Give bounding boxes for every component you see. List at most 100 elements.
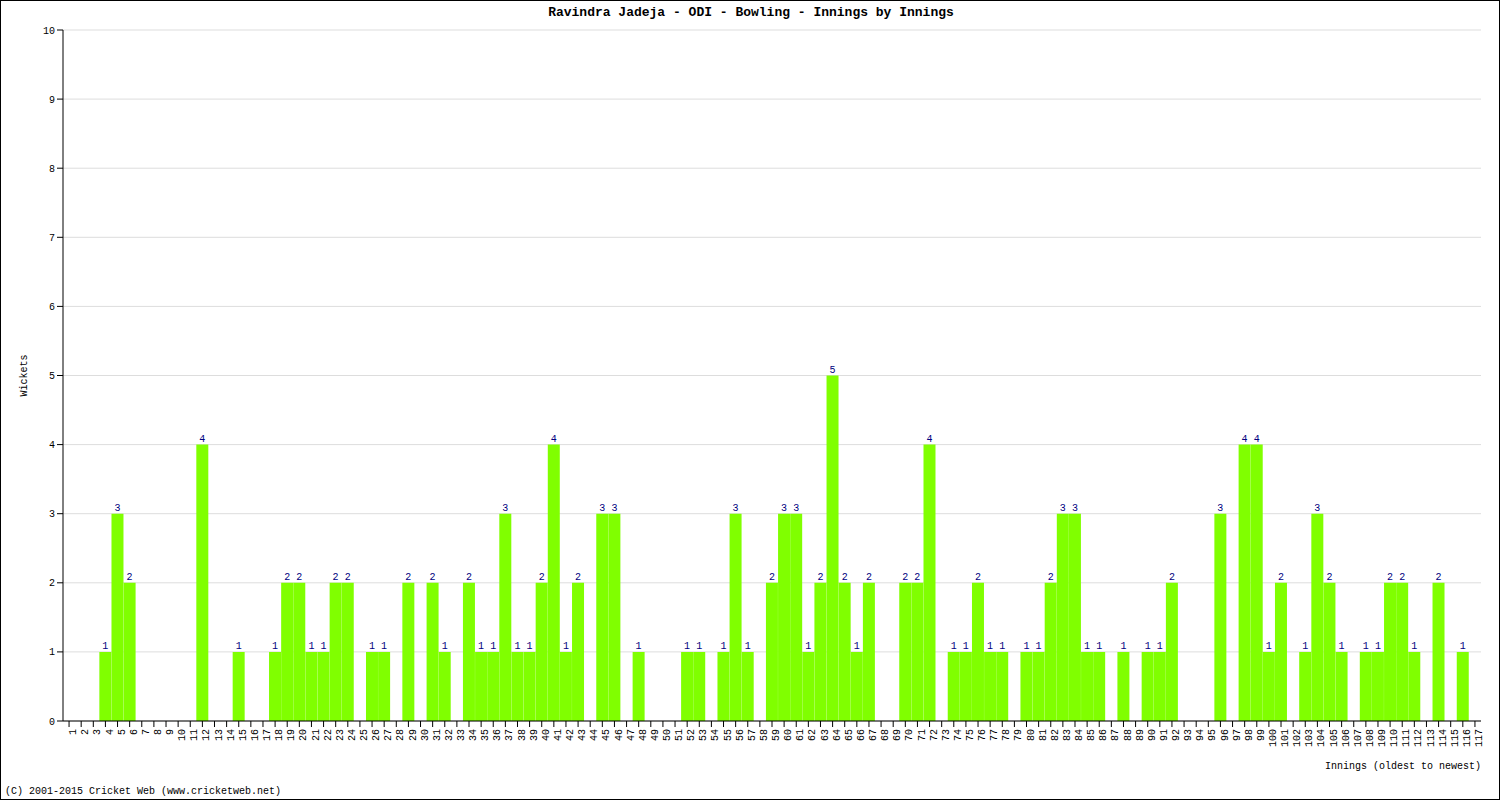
svg-text:70: 70 xyxy=(904,729,915,741)
svg-text:4: 4 xyxy=(105,729,116,735)
svg-text:114: 114 xyxy=(1438,729,1449,747)
svg-text:45: 45 xyxy=(601,729,612,741)
svg-text:15: 15 xyxy=(238,729,249,741)
svg-text:6: 6 xyxy=(129,729,140,735)
svg-text:1: 1 xyxy=(1096,641,1102,652)
svg-text:75: 75 xyxy=(965,729,976,741)
svg-text:104: 104 xyxy=(1316,729,1327,747)
svg-text:1: 1 xyxy=(563,641,569,652)
svg-text:1: 1 xyxy=(272,641,278,652)
svg-text:3: 3 xyxy=(1314,503,1320,514)
svg-text:1: 1 xyxy=(1157,641,1163,652)
svg-text:1: 1 xyxy=(1084,641,1090,652)
svg-text:19: 19 xyxy=(286,729,297,741)
svg-text:108: 108 xyxy=(1365,729,1376,747)
svg-text:115: 115 xyxy=(1450,729,1461,747)
svg-text:63: 63 xyxy=(820,729,831,741)
svg-text:7: 7 xyxy=(141,729,152,735)
svg-text:1: 1 xyxy=(1375,641,1381,652)
svg-text:80: 80 xyxy=(1026,729,1037,741)
svg-text:1: 1 xyxy=(1363,641,1369,652)
svg-text:107: 107 xyxy=(1353,729,1364,747)
svg-text:4: 4 xyxy=(926,434,932,445)
svg-text:71: 71 xyxy=(917,729,928,741)
svg-text:Wickets: Wickets xyxy=(19,354,30,396)
svg-text:0: 0 xyxy=(49,717,55,728)
svg-text:1: 1 xyxy=(745,641,751,652)
svg-text:42: 42 xyxy=(565,729,576,741)
svg-text:66: 66 xyxy=(856,729,867,741)
svg-text:2: 2 xyxy=(1169,572,1175,583)
svg-text:4: 4 xyxy=(1254,434,1260,445)
svg-text:76: 76 xyxy=(977,729,988,741)
svg-text:1: 1 xyxy=(963,641,969,652)
svg-text:29: 29 xyxy=(408,729,419,741)
svg-text:78: 78 xyxy=(1001,729,1012,741)
svg-text:109: 109 xyxy=(1377,729,1388,747)
svg-text:3: 3 xyxy=(793,503,799,514)
svg-text:86: 86 xyxy=(1098,729,1109,741)
svg-text:98: 98 xyxy=(1244,729,1255,741)
svg-text:4: 4 xyxy=(49,440,55,451)
svg-text:10: 10 xyxy=(177,729,188,741)
svg-text:25: 25 xyxy=(359,729,370,741)
svg-text:81: 81 xyxy=(1038,729,1049,741)
svg-text:39: 39 xyxy=(529,729,540,741)
svg-text:1: 1 xyxy=(68,729,79,735)
svg-text:2: 2 xyxy=(842,572,848,583)
svg-text:56: 56 xyxy=(735,729,746,741)
svg-text:8: 8 xyxy=(153,729,164,735)
svg-text:1: 1 xyxy=(636,641,642,652)
svg-text:72: 72 xyxy=(929,729,940,741)
svg-text:1: 1 xyxy=(854,641,860,652)
svg-text:68: 68 xyxy=(880,729,891,741)
svg-text:74: 74 xyxy=(953,729,964,741)
svg-text:79: 79 xyxy=(1013,729,1024,741)
svg-text:27: 27 xyxy=(383,729,394,741)
svg-text:96: 96 xyxy=(1220,729,1231,741)
svg-text:112: 112 xyxy=(1413,729,1424,747)
svg-text:1: 1 xyxy=(514,641,520,652)
svg-text:5: 5 xyxy=(49,371,55,382)
svg-text:3: 3 xyxy=(599,503,605,514)
svg-text:40: 40 xyxy=(541,729,552,741)
svg-text:32: 32 xyxy=(444,729,455,741)
svg-text:90: 90 xyxy=(1147,729,1158,741)
svg-text:85: 85 xyxy=(1086,729,1097,741)
svg-text:2: 2 xyxy=(345,572,351,583)
svg-text:2: 2 xyxy=(49,578,55,589)
svg-text:3: 3 xyxy=(1217,503,1223,514)
svg-text:1: 1 xyxy=(490,641,496,652)
svg-text:1: 1 xyxy=(1023,641,1029,652)
svg-text:1: 1 xyxy=(527,641,533,652)
svg-text:92: 92 xyxy=(1171,729,1182,741)
svg-text:1: 1 xyxy=(684,641,690,652)
svg-text:2: 2 xyxy=(405,572,411,583)
svg-text:84: 84 xyxy=(1074,729,1085,741)
svg-text:53: 53 xyxy=(698,729,709,741)
svg-text:35: 35 xyxy=(480,729,491,741)
svg-text:13: 13 xyxy=(214,729,225,741)
svg-text:1: 1 xyxy=(49,647,55,658)
svg-text:28: 28 xyxy=(395,729,406,741)
svg-text:20: 20 xyxy=(298,729,309,741)
svg-text:44: 44 xyxy=(589,729,600,741)
svg-text:2: 2 xyxy=(975,572,981,583)
svg-text:2: 2 xyxy=(1326,572,1332,583)
svg-text:51: 51 xyxy=(674,729,685,741)
svg-text:3: 3 xyxy=(611,503,617,514)
svg-text:1: 1 xyxy=(951,641,957,652)
svg-text:2: 2 xyxy=(466,572,472,583)
svg-text:2: 2 xyxy=(1436,572,1442,583)
svg-text:26: 26 xyxy=(371,729,382,741)
svg-text:9: 9 xyxy=(165,729,176,735)
svg-text:1: 1 xyxy=(999,641,1005,652)
svg-text:6: 6 xyxy=(49,302,55,313)
svg-text:2: 2 xyxy=(1399,572,1405,583)
svg-text:11: 11 xyxy=(189,729,200,741)
svg-text:2: 2 xyxy=(127,572,133,583)
svg-text:1: 1 xyxy=(102,641,108,652)
svg-text:3: 3 xyxy=(502,503,508,514)
svg-text:95: 95 xyxy=(1207,729,1218,741)
svg-text:91: 91 xyxy=(1159,729,1170,741)
